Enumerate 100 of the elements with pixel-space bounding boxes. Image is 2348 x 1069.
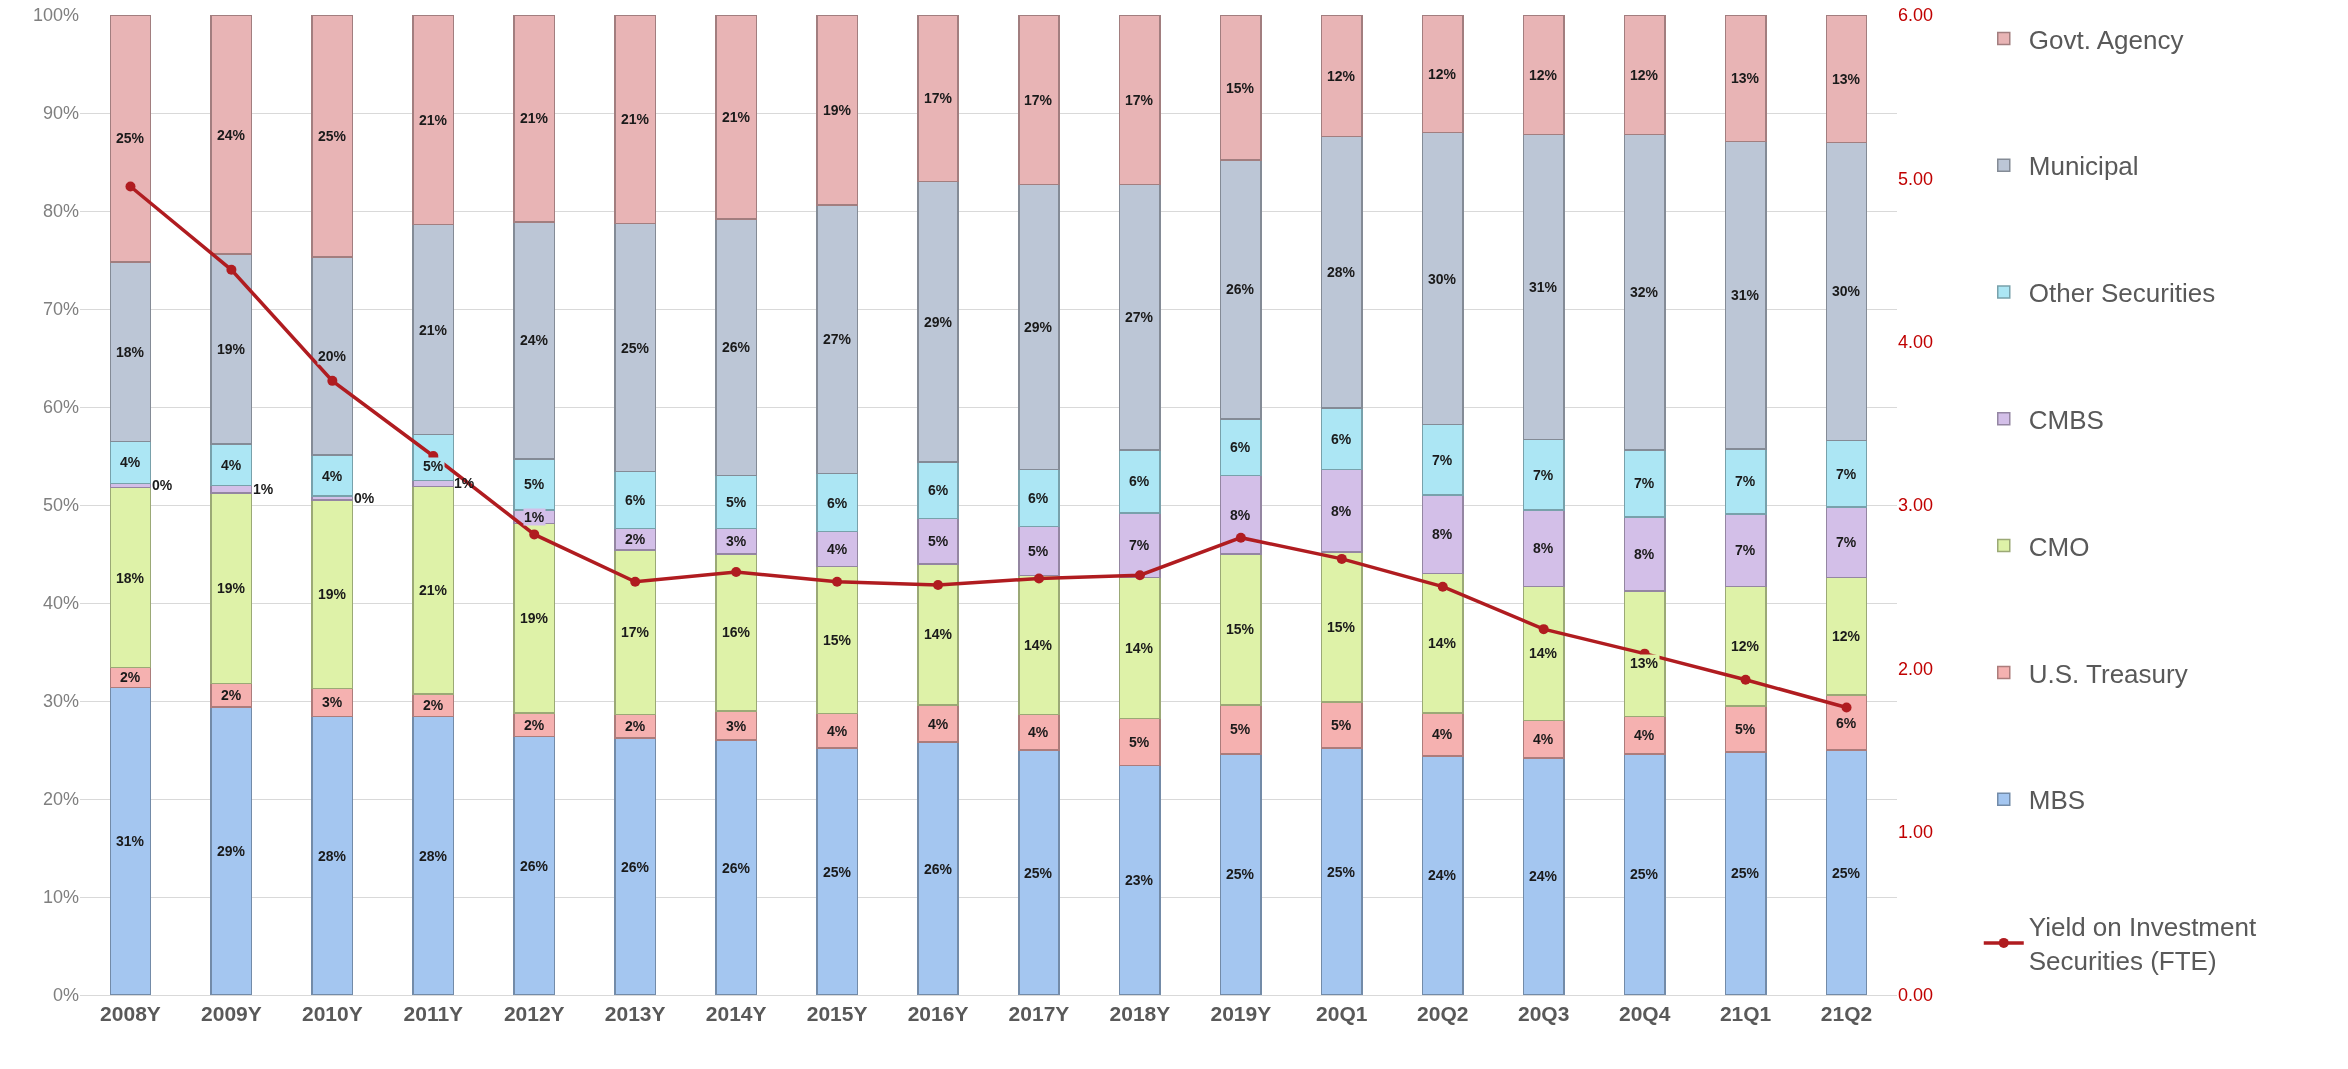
bar — [109, 261, 152, 443]
bar — [1522, 585, 1565, 722]
point — [1235, 532, 1246, 543]
data-label: 28% — [1327, 264, 1356, 280]
bar — [917, 563, 959, 706]
data-label: 7% — [1533, 467, 1554, 483]
x-tick-label: 2018Y — [1109, 1002, 1171, 1026]
data-label: 21% — [722, 109, 751, 125]
bar — [513, 221, 556, 460]
legend-label: Municipal — [2028, 151, 2139, 182]
bar — [1320, 551, 1363, 703]
data-label: 0% — [152, 477, 173, 493]
data-label: 2% — [625, 718, 646, 734]
data-label: 5% — [1129, 734, 1150, 750]
legend-label: Govt. Agency — [2028, 24, 2184, 55]
point — [125, 181, 136, 192]
bar — [1522, 438, 1565, 511]
data-label: 3% — [726, 533, 747, 549]
y-tick-label: 30% — [42, 691, 79, 712]
legend-label: CMO — [2028, 531, 2090, 562]
data-label: 13% — [1630, 655, 1659, 671]
legend-label: Yield on Investment Securities (FTE) — [2028, 912, 2257, 976]
bar — [816, 15, 859, 206]
data-label: 25% — [1327, 864, 1356, 880]
data-label: 21% — [419, 582, 448, 598]
bar — [614, 737, 657, 995]
x-tick-label: 20Q2 — [1417, 1002, 1469, 1026]
bar — [715, 15, 758, 220]
x-tick-label: 2015Y — [806, 1002, 868, 1026]
data-label: 26% — [722, 860, 751, 876]
data-label: 8% — [1432, 526, 1453, 542]
data-label: 25% — [318, 128, 347, 144]
bar — [715, 218, 758, 477]
data-label: 7% — [1735, 473, 1756, 489]
legend-label: U.S. Treasury — [2028, 658, 2188, 689]
data-label: 19% — [520, 610, 549, 626]
data-label: 24% — [1529, 868, 1558, 884]
bar — [1421, 131, 1464, 426]
x-tick-label: 20Q1 — [1316, 1002, 1368, 1026]
data-label: 6% — [1129, 473, 1150, 489]
data-label: 25% — [1832, 865, 1861, 881]
y2-tick-label: 0.00 — [1898, 985, 1934, 1006]
data-label: 7% — [1836, 534, 1857, 550]
data-label: 5% — [726, 494, 747, 510]
x-tick-label: 2017Y — [1008, 1002, 1070, 1026]
bar — [210, 492, 253, 685]
x-tick-label: 2008Y — [100, 1002, 161, 1026]
data-label: 4% — [928, 716, 949, 732]
point — [529, 529, 540, 540]
bar — [1118, 183, 1161, 451]
data-label: 4% — [221, 457, 242, 473]
data-label: 5% — [524, 476, 545, 492]
bar — [1018, 749, 1060, 995]
bar — [1219, 15, 1262, 161]
data-label: 8% — [1533, 540, 1554, 556]
x-tick-label: 20Q3 — [1518, 1002, 1570, 1026]
data-label: 14% — [1125, 640, 1154, 656]
data-label: 30% — [1832, 283, 1861, 299]
data-label: 15% — [1327, 619, 1356, 635]
point — [226, 264, 237, 275]
bar — [1825, 141, 1868, 442]
data-label: 19% — [217, 580, 246, 596]
bar — [1724, 140, 1767, 450]
y-tick-label: 10% — [42, 887, 79, 908]
bar — [1118, 576, 1161, 720]
point — [1740, 674, 1751, 685]
bar — [412, 715, 455, 995]
bar — [1623, 15, 1666, 136]
bar — [614, 549, 657, 716]
y-tick-label: 100% — [32, 5, 79, 26]
data-label: 25% — [1731, 865, 1760, 881]
data-label: 5% — [928, 533, 949, 549]
bar — [109, 686, 152, 995]
data-label: 5% — [1028, 543, 1049, 559]
x-tick-label: 2013Y — [604, 1002, 666, 1026]
data-label: 28% — [318, 848, 347, 864]
data-label: 14% — [1428, 635, 1457, 651]
data-label: 21% — [419, 322, 448, 338]
data-label: 7% — [1432, 452, 1453, 468]
y-tick-label: 60% — [42, 397, 79, 418]
data-label: 8% — [1634, 546, 1655, 562]
y-tick-label: 20% — [42, 789, 79, 810]
data-label: 4% — [1533, 731, 1554, 747]
bar — [1219, 753, 1262, 995]
data-label: 17% — [1125, 92, 1154, 108]
x-tick-label: 2014Y — [705, 1002, 767, 1026]
y-tick-label: 80% — [42, 201, 79, 222]
data-label: 25% — [1024, 865, 1053, 881]
x-tick-label: 21Q1 — [1719, 1002, 1772, 1026]
data-label: 7% — [1836, 466, 1857, 482]
data-label: 25% — [823, 864, 852, 880]
data-label: 4% — [827, 723, 848, 739]
bar — [1421, 423, 1464, 496]
data-label: 27% — [1125, 309, 1154, 325]
data-label: 3% — [322, 694, 343, 710]
x-tick-label: 2011Y — [403, 1002, 464, 1026]
x-tick-label: 2009Y — [201, 1002, 262, 1026]
y2-tick-label: 5.00 — [1898, 168, 1934, 189]
data-label: 25% — [116, 130, 145, 146]
bar — [210, 15, 253, 255]
